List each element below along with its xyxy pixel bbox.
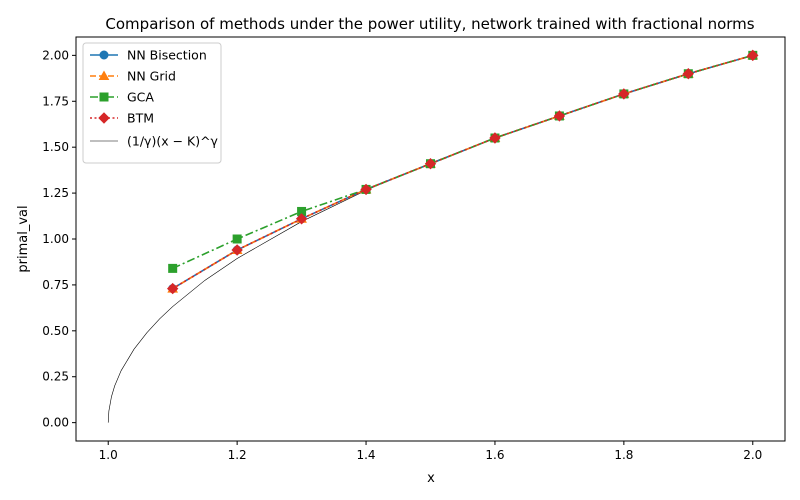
y-tick-label: 1.00 <box>42 232 69 246</box>
y-axis-label: primal_val <box>16 205 31 272</box>
data-point <box>360 183 372 196</box>
legend-label: NN Bisection <box>127 48 207 63</box>
data-point <box>489 132 501 144</box>
y-tick-label: 1.25 <box>42 186 69 200</box>
legend-marker <box>98 112 110 124</box>
legend-box <box>82 42 222 164</box>
legend-entry: GCA <box>90 90 154 105</box>
legend-marker <box>99 92 109 102</box>
legend-marker <box>98 70 110 80</box>
y-tick-label: 1.75 <box>42 94 69 108</box>
legend: NN Bisection NN Grid GCA BTM (1/γ)(x − K)^γ <box>82 42 222 164</box>
chart-title: Comparison of methods under the power ut… <box>105 15 754 33</box>
x-tick-label: 2.0 <box>743 448 762 462</box>
legend-entry: BTM <box>90 111 154 126</box>
x-tick-label: 1.4 <box>356 448 375 462</box>
data-point <box>231 244 243 256</box>
x-tick-label: 1.8 <box>614 448 633 462</box>
x-tick-label: 1.6 <box>485 448 504 462</box>
series-line <box>172 54 753 270</box>
plot-area <box>107 49 759 423</box>
series-line <box>172 54 753 290</box>
legend-marker <box>99 50 109 60</box>
y-tick-label: 1.50 <box>42 140 69 154</box>
data-point <box>618 88 630 100</box>
y-tick-label: 2.00 <box>42 48 69 62</box>
x-tick-label: 1.2 <box>228 448 247 462</box>
y-tick-label: 0.00 <box>42 416 69 430</box>
legend-entry: NN Bisection <box>90 48 207 63</box>
series-gca <box>168 50 758 273</box>
legend-label: GCA <box>127 90 154 105</box>
x-axis-label: x <box>427 471 435 486</box>
data-point <box>553 110 566 122</box>
data-point <box>166 282 179 295</box>
legend-label: (1/γ)(x − K)^γ <box>127 134 219 149</box>
data-point <box>168 263 178 273</box>
series-btm <box>166 49 759 295</box>
legend-label: NN Grid <box>127 69 176 84</box>
y-tick-label: 0.75 <box>42 278 69 292</box>
y-tick-label: 0.25 <box>42 370 69 384</box>
series-nn-grid <box>167 49 759 293</box>
legend-label: BTM <box>127 111 154 126</box>
series-line <box>172 54 753 290</box>
x-tick-label: 1.0 <box>99 448 118 462</box>
data-point <box>232 234 242 244</box>
data-point <box>747 49 759 62</box>
series-nn-bisection <box>168 50 758 294</box>
x-axis: 1.0 1.2 1.4 1.6 1.8 2.0 <box>99 441 762 462</box>
y-tick-label: 0.50 <box>42 324 69 338</box>
data-point <box>424 158 437 170</box>
data-point <box>682 68 695 80</box>
y-axis: 0.00 0.25 0.50 0.75 1.00 1.25 1.50 1.75 2.00 <box>42 48 76 430</box>
legend-entry: (1/γ)(x − K)^γ <box>90 134 219 149</box>
legend-entry: NN Grid <box>90 69 176 84</box>
series-line <box>172 54 753 290</box>
data-point <box>295 213 308 225</box>
